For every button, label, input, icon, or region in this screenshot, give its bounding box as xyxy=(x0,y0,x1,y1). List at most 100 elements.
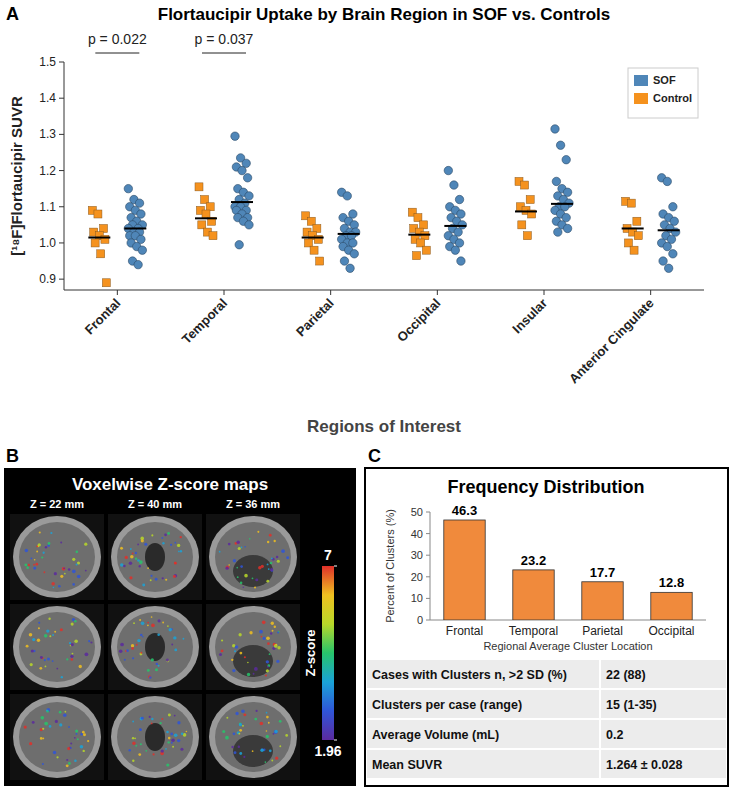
z-speckle xyxy=(254,667,258,671)
z-speckle xyxy=(38,543,41,546)
brain-slice xyxy=(19,612,95,682)
table-divider xyxy=(599,750,601,778)
z-speckle xyxy=(149,676,152,679)
z-speckle xyxy=(174,574,177,577)
z-speckle xyxy=(43,552,45,554)
y-tick xyxy=(426,576,430,577)
z-speckle xyxy=(26,645,29,648)
y-tick xyxy=(59,206,64,207)
z-speckle xyxy=(46,710,48,712)
z-speckle xyxy=(64,573,66,575)
z-speckle xyxy=(140,743,142,745)
z-speckle xyxy=(72,653,74,655)
z-speckle xyxy=(38,622,40,624)
page: AFlortaucipir Uptake by Brain Region in … xyxy=(0,0,733,790)
z-speckle xyxy=(243,713,246,716)
z-speckle xyxy=(171,738,175,742)
z-speckle xyxy=(132,552,134,554)
data-point xyxy=(563,224,571,232)
x-tick xyxy=(330,290,331,295)
z-speckle xyxy=(266,716,269,719)
z-speckle xyxy=(52,634,54,636)
data-point xyxy=(307,217,315,225)
z-speckle xyxy=(139,653,142,656)
brain-slice xyxy=(117,702,193,772)
z-speckle xyxy=(76,563,78,565)
z-speckle xyxy=(76,733,78,735)
x-axis xyxy=(64,290,704,291)
z-speckle xyxy=(162,622,164,624)
z-speckle xyxy=(261,565,264,568)
z-speckle xyxy=(85,652,89,656)
z-speckle xyxy=(45,546,47,548)
z-speckle xyxy=(180,536,182,538)
data-point xyxy=(343,192,351,200)
z-speckle xyxy=(60,542,62,544)
z-speckle xyxy=(173,575,176,578)
data-point xyxy=(238,166,246,174)
data-point xyxy=(421,232,429,240)
mean-line xyxy=(88,237,110,239)
brain-slice xyxy=(215,702,291,772)
x-axis-title: Regions of Interest xyxy=(307,417,461,436)
chart-title: Flortaucipir Uptake by Brain Region in S… xyxy=(158,5,610,24)
z-speckle xyxy=(261,636,263,638)
z-speckle xyxy=(274,730,277,733)
z-speckle xyxy=(238,547,241,550)
z-speckle xyxy=(76,551,79,554)
z-speckle xyxy=(130,548,132,550)
plot-area xyxy=(88,125,680,287)
z-speckle xyxy=(147,622,149,624)
y-tick-label: 40 xyxy=(411,528,423,540)
z-speckle xyxy=(63,567,65,569)
z-speckle xyxy=(180,550,182,552)
z-speckle xyxy=(238,733,240,735)
z-speckle xyxy=(51,582,54,585)
z-speckle xyxy=(260,722,264,726)
z-speckle xyxy=(252,750,254,752)
z-speckle xyxy=(70,743,72,745)
z-speckle xyxy=(140,634,143,637)
table-row xyxy=(367,690,726,718)
z-speckle xyxy=(74,640,78,644)
data-point xyxy=(94,210,102,218)
z-speckle xyxy=(166,731,169,734)
z-speckle xyxy=(70,643,73,646)
z-speckle xyxy=(252,577,254,579)
z-speckle xyxy=(161,537,163,539)
brain-slice xyxy=(145,633,165,661)
data-point xyxy=(455,195,463,203)
z-speckle xyxy=(135,557,137,559)
z-speckle xyxy=(234,650,236,652)
z-speckle xyxy=(55,720,58,723)
z-speckle xyxy=(139,728,142,731)
z-speckle xyxy=(247,673,250,676)
data-point xyxy=(556,141,564,149)
brain-slice xyxy=(145,723,165,751)
brain-images xyxy=(10,514,300,780)
data-point xyxy=(627,199,635,207)
z-speckle xyxy=(166,659,169,662)
z-speckle xyxy=(238,745,241,748)
table-divider xyxy=(599,660,601,688)
z-speckle xyxy=(70,655,73,658)
z-speckle xyxy=(239,652,242,655)
bar xyxy=(651,592,692,620)
z-speckle xyxy=(219,551,221,553)
z-speckle xyxy=(59,711,62,714)
z-speckle xyxy=(266,660,269,663)
y-tick xyxy=(59,134,64,135)
z-speckle xyxy=(41,716,45,720)
z-speckle xyxy=(174,562,176,564)
z-speckle xyxy=(278,631,280,633)
table-row xyxy=(367,660,726,688)
z-speckle xyxy=(33,567,36,570)
colorbar-tick xyxy=(334,740,337,741)
data-point xyxy=(201,196,209,204)
data-point xyxy=(231,132,239,140)
data-point xyxy=(124,184,132,192)
z-speckle xyxy=(233,732,236,735)
z-speckle xyxy=(271,622,274,625)
data-point xyxy=(235,241,243,249)
brain-slice xyxy=(108,604,202,690)
